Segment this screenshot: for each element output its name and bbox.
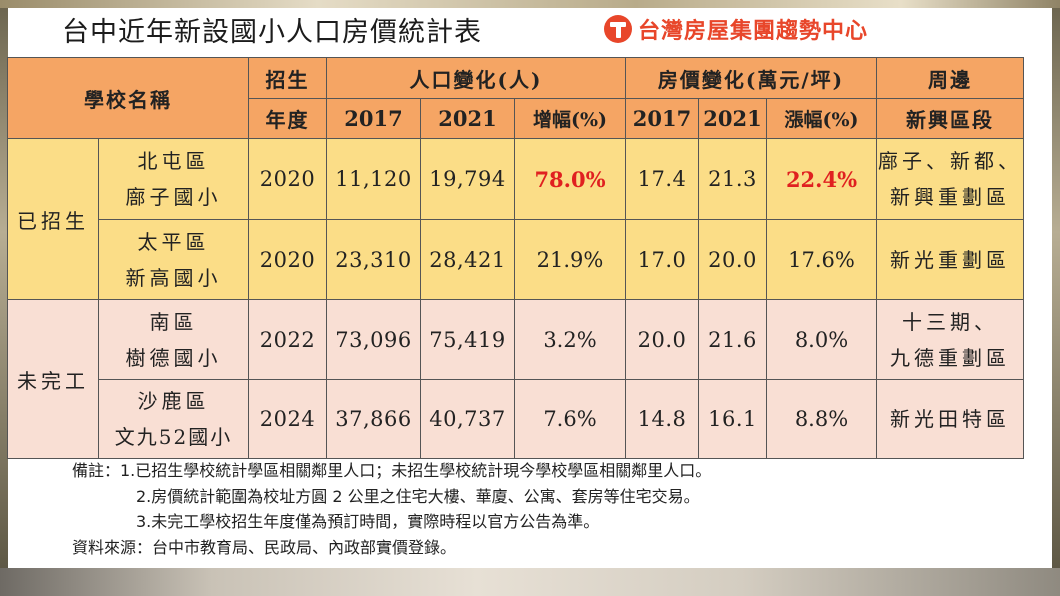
enroll-year: 2022 (248, 299, 327, 380)
pop-growth: 7.6% (514, 379, 626, 459)
nearby-area: 新光重劃區 (876, 219, 1024, 300)
nearby-area: 新光田特區 (876, 379, 1024, 459)
district-name: 南區 (149, 309, 198, 334)
pop-2017: 23,310 (326, 219, 421, 300)
nearby-line-2: 九德重劃區 (890, 345, 1010, 370)
header-enroll-year-1: 招生 (248, 57, 327, 99)
enroll-year: 2020 (248, 219, 327, 300)
price-2021: 21.6 (698, 299, 767, 380)
enroll-year: 2024 (248, 379, 327, 459)
district-name: 沙鹿區 (137, 389, 210, 413)
group-enrolled: 已招生 (7, 138, 99, 300)
price-2021: 20.0 (698, 219, 767, 300)
header-price-2017: 2017 (625, 98, 699, 139)
school-cell: 沙鹿區文九52國小 (98, 379, 249, 459)
school-name: 樹德國小 (125, 345, 222, 370)
school-cell: 南區 樹德國小 (98, 299, 249, 380)
header-nearby-2: 新興區段 (876, 98, 1024, 139)
bottom-frame-bar (0, 568, 1060, 596)
school-name: 文九52國小 (114, 425, 233, 449)
school-cell: 太平區 新高國小 (98, 219, 249, 300)
price-2017: 20.0 (625, 299, 699, 380)
pop-2021: 19,794 (420, 138, 515, 220)
group-unfinished: 未完工 (7, 299, 99, 459)
district-name: 北屯區 (137, 149, 210, 173)
header-pop-2017: 2017 (326, 98, 421, 139)
pop-growth: 21.9% (514, 219, 626, 300)
school-name: 新高國小 (125, 265, 222, 290)
nearby-line-1: 廍子、新都、 (878, 149, 1022, 173)
pop-growth: 3.2% (514, 299, 626, 380)
nearby-area: 十三期、 九德重劃區 (876, 299, 1024, 380)
price-2017: 17.4 (625, 138, 699, 220)
right-frame-bar (1052, 8, 1060, 568)
header-nearby-1: 周邊 (876, 57, 1024, 99)
note-line-3: 3.未完工學校招生年度僅為預訂時間，實際時程以官方公告為準。 (136, 512, 600, 531)
header-price-growth: 漲幅(%) (766, 98, 877, 139)
statistics-table: 學校名稱 招生 人口變化(人) 房價變化(萬元/坪) 周邊 年度 2017 20… (7, 57, 1024, 459)
header-price-2021: 2021 (698, 98, 767, 139)
district-name: 太平區 (137, 229, 210, 254)
data-source: 資料來源：台中市教育局、民政局、內政部實價登錄。 (72, 537, 457, 557)
price-growth: 8.0% (766, 299, 877, 380)
pop-2017: 11,120 (326, 138, 421, 220)
enroll-year: 2020 (248, 138, 327, 220)
price-growth: 22.4% (766, 138, 877, 220)
price-growth: 17.6% (766, 219, 877, 300)
note-line-2: 2.房價統計範圍為校址方圓 2 公里之住宅大樓、華廈、公寓、套房等住宅交易。 (136, 486, 700, 506)
nearby-line-2: 新興重劃區 (890, 185, 1010, 209)
left-frame-bar (0, 8, 8, 568)
brand-name: 台灣房屋集團趨勢中心 (638, 19, 869, 44)
pop-2021: 28,421 (420, 219, 515, 300)
header-pop-2021: 2021 (420, 98, 515, 139)
school-name: 廍子國小 (125, 185, 222, 209)
price-growth: 8.8% (766, 379, 877, 459)
nearby-area: 廍子、新都、 新興重劃區 (876, 138, 1024, 220)
pop-growth: 78.0% (514, 138, 626, 220)
school-cell: 北屯區 廍子國小 (98, 138, 249, 220)
brand-logo: 台灣房屋集團趨勢中心 (604, 14, 868, 44)
header-population: 人口變化(人) (326, 57, 626, 99)
pop-2021: 40,737 (420, 379, 515, 459)
header-pop-growth: 增幅(%) (514, 98, 626, 139)
price-2017: 14.8 (625, 379, 699, 459)
price-2021: 21.3 (698, 138, 767, 220)
pop-2017: 73,096 (326, 299, 421, 380)
price-2021: 16.1 (698, 379, 767, 459)
pop-2017: 37,866 (326, 379, 421, 459)
header-school-name: 學校名稱 (7, 57, 249, 139)
note-line-1: 備註：1.已招生學校統計學區相關鄰里人口；未招生學校統計現今學校學區相關鄰里人口… (72, 461, 712, 480)
footnotes: 備註：1.已招生學校統計學區相關鄰里人口；未招生學校統計現今學校學區相關鄰里人口… (72, 458, 711, 560)
header-enroll-year-2: 年度 (248, 98, 327, 139)
price-2017: 17.0 (625, 219, 699, 300)
taiwan-realty-logo-icon (604, 15, 632, 43)
pop-2021: 75,419 (420, 299, 515, 380)
top-frame-bar (0, 0, 1060, 8)
page-title: 台中近年新設國小人口房價統計表 (62, 17, 482, 48)
header-price: 房價變化(萬元/坪) (625, 57, 877, 99)
nearby-line-1: 十三期、 (902, 309, 998, 334)
